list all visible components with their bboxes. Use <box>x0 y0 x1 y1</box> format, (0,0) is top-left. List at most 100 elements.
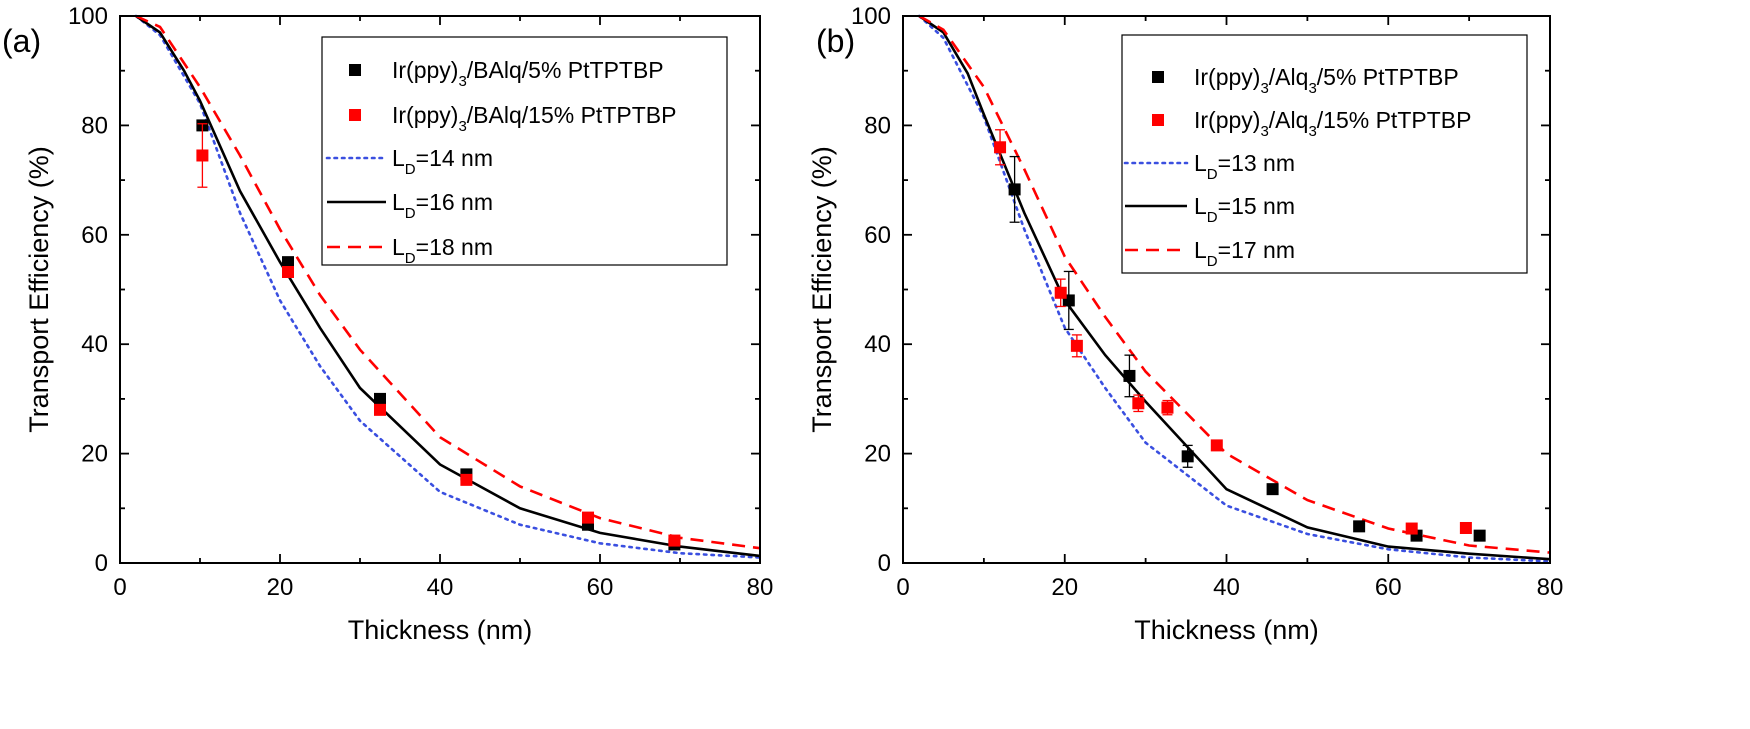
legend: Ir(ppy)3/Alq3/5% PtTPTBPIr(ppy)3/Alq3/15… <box>1121 34 1528 274</box>
y-tick-label: 20 <box>864 441 891 468</box>
x-tick-label: 80 <box>747 574 774 601</box>
data-point-series-1 <box>1459 521 1472 534</box>
legend-label-main: Ir(ppy) <box>1194 64 1260 90</box>
y-tick-label: 0 <box>95 550 108 577</box>
legend-label: LD=13 nm <box>1194 150 1295 183</box>
legend-label-subscript: D <box>1207 209 1218 226</box>
legend-entry: LD=13 nm <box>1123 150 1295 183</box>
legend-entry: LD=15 nm <box>1125 193 1295 226</box>
legend-box <box>321 36 728 266</box>
legend-label-rest: =16 nm <box>416 189 493 215</box>
data-point-series-0 <box>374 392 386 405</box>
x-tick-label: 0 <box>113 574 126 601</box>
legend-entry: LD=14 nm <box>325 145 493 178</box>
data-point-series-1 <box>196 149 209 162</box>
legend-label: LD=14 nm <box>392 145 493 178</box>
curve-dotted-series-0 <box>134 14 762 559</box>
legend-label-subscript: 3 <box>1260 123 1268 140</box>
legend: Ir(ppy)3/BAlq/5% PtTPTBPIr(ppy)3/BAlq/15… <box>321 36 728 267</box>
x-tick-label: 60 <box>1375 574 1402 601</box>
x-tick-label: 0 <box>896 574 909 601</box>
legend-label-subscript: D <box>405 250 416 267</box>
chart-panel-a: (a) 0 20 40 60 80 0 20 40 60 80 100 Thickness (nm) Tr… <box>2 3 773 645</box>
legend-label-main: L <box>1194 237 1207 263</box>
y-tick-label: 80 <box>864 112 891 139</box>
legend-label-subscript: D <box>405 205 416 222</box>
x-tick-label: 40 <box>1213 574 1240 601</box>
legend-label-rest: /Alq <box>1269 64 1309 90</box>
legend-label-main: Ir(ppy) <box>392 57 458 83</box>
y-tick-label: 20 <box>81 441 108 468</box>
y-axis-title: Transport Efficiency (%) <box>807 146 837 433</box>
y-tick-label: 60 <box>81 222 108 249</box>
legend-entry: LD=16 nm <box>327 189 493 222</box>
legend-label-rest: =18 nm <box>416 234 493 260</box>
legend-label: Ir(ppy)3/Alq3/15% PtTPTBP <box>1194 107 1471 140</box>
y-tick-label: 100 <box>851 3 891 30</box>
legend-marker <box>349 109 361 121</box>
y-axis-title: Transport Efficiency (%) <box>24 146 54 433</box>
legend-entry: Ir(ppy)3/BAlq/5% PtTPTBP <box>349 57 664 90</box>
legend-label-subscript: D <box>1207 166 1218 183</box>
y-tick-label: 0 <box>878 550 891 577</box>
y-tick-label: 40 <box>864 331 891 358</box>
y-tick-label: 40 <box>81 331 108 358</box>
legend-entry: Ir(ppy)3/Alq3/5% PtTPTBP <box>1152 64 1459 97</box>
legend-entry: LD=18 nm <box>327 234 493 267</box>
curve-solid-series-1 <box>918 14 1551 561</box>
data-point-series-0 <box>1353 520 1366 533</box>
data-point-series-1 <box>1210 439 1223 452</box>
legend-label: Ir(ppy)3/BAlq/15% PtTPTBP <box>392 102 676 135</box>
x-tick-label: 60 <box>587 574 614 601</box>
legend-label: LD=18 nm <box>392 234 493 267</box>
panel-label: (a) <box>2 23 41 59</box>
curve-dashed-series-2 <box>918 14 1551 554</box>
curve-dotted-series-0 <box>917 14 1552 563</box>
legend-entry: Ir(ppy)3/BAlq/15% PtTPTBP <box>349 102 676 135</box>
legend-label-rest: /Alq <box>1269 107 1309 133</box>
legend-entry: Ir(ppy)3/Alq3/15% PtTPTBP <box>1152 107 1471 140</box>
legend-label-rest: =15 nm <box>1218 193 1295 219</box>
legend-box <box>1121 34 1528 274</box>
legend-label-main: L <box>1194 193 1207 219</box>
legend-label-rest: /5% PtTPTBP <box>1317 64 1459 90</box>
panel-label: (b) <box>816 23 855 59</box>
legend-label: Ir(ppy)3/Alq3/5% PtTPTBP <box>1194 64 1459 97</box>
legend-label-rest: /BAlq/5% PtTPTBP <box>467 57 664 83</box>
data-point-series-1 <box>1161 401 1174 414</box>
legend-label-main: L <box>392 234 405 260</box>
curve-solid-series-1 <box>135 14 761 558</box>
x-tick-label: 80 <box>1537 574 1564 601</box>
y-tick-label: 60 <box>864 222 891 249</box>
y-tick-label: 100 <box>68 3 108 30</box>
data-point-series-1 <box>1405 522 1418 535</box>
data-point-series-0 <box>1008 183 1021 196</box>
legend-label: LD=16 nm <box>392 189 493 222</box>
data-point-series-1 <box>668 534 681 547</box>
data-point-series-1 <box>1132 397 1145 410</box>
x-axis-title: Thickness (nm) <box>348 615 533 645</box>
legend-label-rest: =17 nm <box>1218 237 1295 263</box>
legend-label-main: L <box>392 189 405 215</box>
curve-dashed-series-2 <box>135 14 761 550</box>
legend-label-main: Ir(ppy) <box>1194 107 1260 133</box>
legend-label-subscript: 3 <box>458 118 466 135</box>
legend-label-main: L <box>1194 150 1207 176</box>
legend-label-rest: /15% PtTPTBP <box>1317 107 1472 133</box>
data-point-series-1 <box>1070 339 1083 352</box>
data-point-series-1 <box>282 265 294 278</box>
y-tick-label: 80 <box>81 112 108 139</box>
x-tick-label: 20 <box>1051 574 1078 601</box>
data-point-series-1 <box>994 141 1007 154</box>
data-point-series-1 <box>374 403 386 416</box>
data-point-series-0 <box>1123 369 1136 382</box>
legend-marker <box>349 64 361 76</box>
data-point-series-1 <box>582 511 594 524</box>
legend-label-rest: =14 nm <box>416 145 493 171</box>
data-point-series-1 <box>1054 286 1067 299</box>
legend-label-subscript: 3 <box>458 73 466 90</box>
legend-label-subscript: 3 <box>1308 123 1316 140</box>
legend-marker <box>1152 114 1164 126</box>
legend-label-rest: =13 nm <box>1218 150 1295 176</box>
